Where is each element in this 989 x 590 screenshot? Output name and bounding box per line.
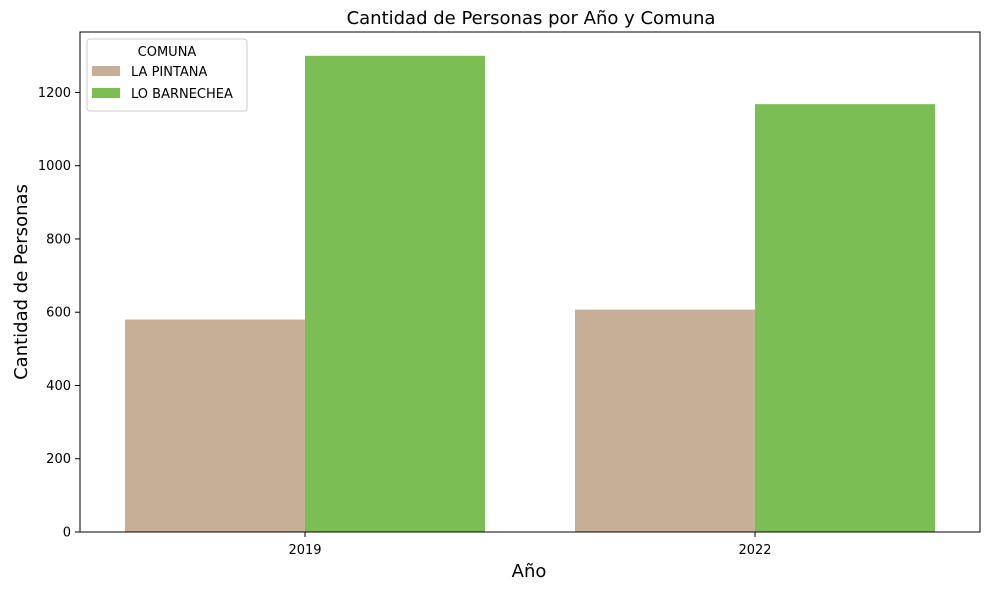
bar-la-pintana-2022 bbox=[575, 309, 755, 532]
legend-box bbox=[86, 38, 248, 112]
bar-lo-barnechea-2019 bbox=[305, 55, 485, 533]
x-axis-label: Año bbox=[512, 561, 547, 582]
legend-swatch-lo-barnechea bbox=[92, 88, 120, 98]
y-tick-label: 0 bbox=[63, 526, 71, 541]
y-axis-ticks: 0 200 400 600 800 1000 1200 bbox=[38, 86, 80, 541]
y-tick-label: 800 bbox=[46, 232, 71, 247]
y-tick-label: 1200 bbox=[38, 86, 71, 101]
x-tick-label: 2022 bbox=[738, 543, 771, 558]
y-tick-label: 1000 bbox=[38, 159, 71, 174]
y-tick-label: 600 bbox=[46, 306, 71, 321]
x-axis-ticks: 2019 2022 bbox=[288, 532, 772, 558]
legend-title: COMUNA bbox=[138, 45, 197, 60]
y-axis-label: Cantidad de Personas bbox=[11, 184, 32, 380]
chart-title: Cantidad de Personas por Año y Comuna bbox=[347, 8, 716, 29]
y-tick-label: 400 bbox=[46, 379, 71, 394]
x-tick-label: 2019 bbox=[288, 543, 321, 558]
plot-frame bbox=[79, 31, 981, 533]
legend: COMUNA LA PINTANA LO BARNECHEA bbox=[86, 38, 248, 112]
bars-group bbox=[125, 55, 935, 533]
legend-label-la-pintana: LA PINTANA bbox=[131, 65, 208, 80]
legend-swatch-la-pintana bbox=[92, 66, 120, 76]
bar-la-pintana-2019 bbox=[125, 319, 305, 532]
bar-lo-barnechea-2022 bbox=[755, 104, 935, 533]
y-tick-label: 200 bbox=[46, 452, 71, 467]
legend-label-lo-barnechea: LO BARNECHEA bbox=[131, 87, 233, 102]
